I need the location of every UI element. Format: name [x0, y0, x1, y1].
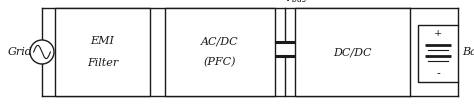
Text: EMI: EMI — [91, 36, 114, 46]
Bar — [295, 8, 410, 96]
Text: Battery: Battery — [462, 47, 474, 57]
Bar — [55, 8, 150, 96]
Text: AC/DC: AC/DC — [201, 36, 239, 46]
Text: (PFC): (PFC) — [204, 57, 236, 68]
Text: +: + — [434, 29, 442, 38]
Text: DC/DC: DC/DC — [333, 47, 372, 57]
Text: $V_{bus}$: $V_{bus}$ — [284, 0, 307, 5]
Text: -: - — [436, 69, 440, 79]
Bar — [165, 8, 275, 96]
Text: Filter: Filter — [87, 58, 118, 68]
Bar — [418, 25, 458, 82]
Circle shape — [30, 40, 54, 64]
Text: Grid: Grid — [8, 47, 33, 57]
